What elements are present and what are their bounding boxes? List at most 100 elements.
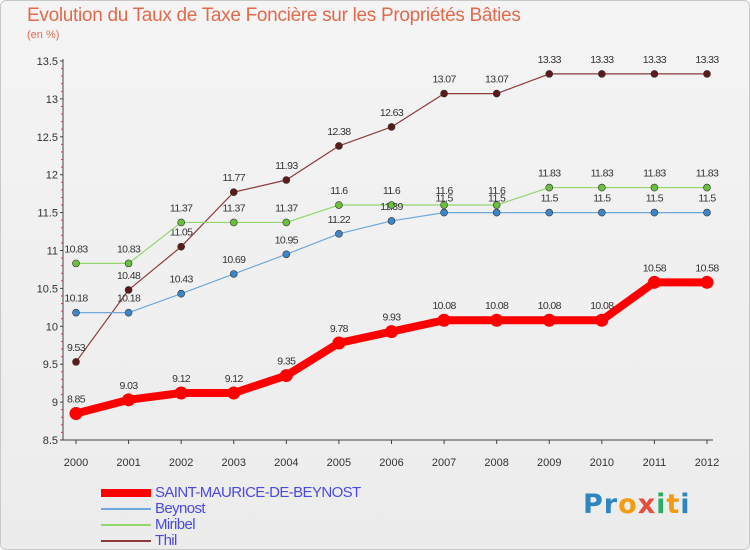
data-point	[545, 183, 554, 192]
x-tick-label: 2001	[116, 457, 140, 469]
data-label: 11.77	[223, 172, 246, 184]
data-label: 11.5	[488, 193, 506, 205]
data-point	[124, 286, 133, 294]
data-point	[703, 208, 711, 217]
data-label: 10.95	[275, 234, 299, 246]
data-point	[124, 259, 133, 268]
data-point	[282, 176, 291, 184]
series-line	[75, 186, 708, 264]
legend-label: Miribel	[155, 516, 196, 533]
data-point	[229, 270, 238, 278]
data-point	[279, 369, 293, 383]
data-label: 10.58	[695, 262, 719, 274]
x-tick-label: 2008	[484, 457, 508, 469]
x-tick-label: 2009	[537, 457, 561, 469]
data-label: 13.33	[695, 54, 719, 66]
data-point	[542, 313, 556, 327]
data-point	[700, 275, 714, 289]
y-tick-label: 13.5	[37, 56, 58, 68]
x-tick-label: 2004	[274, 457, 298, 469]
data-point	[387, 123, 396, 131]
data-point	[122, 393, 136, 407]
x-tick-label: 2011	[643, 457, 667, 469]
data-point	[229, 218, 238, 227]
data-label: 11.83	[591, 168, 614, 180]
x-tick-label: 2012	[695, 457, 719, 469]
x-tick-label: 2005	[327, 457, 351, 469]
data-label: 11.5	[435, 193, 453, 205]
data-label: 13.33	[643, 54, 667, 66]
data-label: 11.6	[435, 185, 453, 197]
y-tick-label: 12.5	[37, 132, 58, 144]
data-label: 10.43	[170, 274, 194, 286]
data-point	[492, 89, 501, 98]
data-point	[490, 313, 504, 327]
x-tick-label: 2007	[432, 457, 456, 469]
data-point	[72, 259, 80, 268]
legend-swatch	[101, 489, 151, 497]
data-label: 11.39	[380, 201, 403, 213]
y-tick-label: 13	[46, 94, 58, 106]
logo-letter: i	[680, 489, 691, 520]
data-label: 11.6	[383, 185, 401, 197]
data-label: 9.12	[172, 373, 191, 385]
data-point	[227, 386, 241, 400]
x-tick-label: 2006	[379, 457, 403, 469]
series-beynost: 10.18 10.18 10.43 10.69 10.95 11.22 11.39 11.5 1…	[64, 193, 717, 317]
data-label: 11.6	[488, 185, 506, 197]
data-point	[72, 358, 80, 366]
data-point	[177, 242, 185, 251]
data-label: 11.5	[593, 193, 611, 205]
y-tick-label: 12	[46, 170, 58, 182]
y-tick-label: 8.5	[43, 435, 58, 447]
legend-swatch	[101, 524, 151, 526]
data-label: 9.03	[120, 380, 139, 392]
data-label: 10.08	[590, 300, 614, 312]
data-label: 10.18	[64, 293, 88, 305]
data-label: 10.83	[64, 243, 88, 255]
data-label: 11.83	[643, 168, 666, 180]
data-label: 11.83	[696, 168, 719, 180]
data-label: 11.5	[698, 193, 716, 205]
data-point	[703, 70, 711, 78]
data-label: 11.37	[223, 202, 246, 214]
data-label: 9.93	[382, 312, 401, 324]
data-label: 10.58	[643, 262, 667, 274]
series-saint-maurice-de-beynost: 8.85 9.03 9.12 9.12 9.35 9.78 9.93 10.08 10.08 10…	[67, 262, 720, 420]
data-point	[440, 201, 448, 209]
logo-letter: i	[656, 489, 667, 520]
y-tick-label: 9	[52, 397, 58, 409]
data-point	[387, 217, 396, 225]
data-point	[492, 201, 501, 209]
data-label: 10.08	[432, 300, 456, 312]
series-thil: 9.53 10.48 11.05 11.77 11.93 12.38 12.63 13.07 1…	[67, 54, 720, 366]
data-point	[124, 308, 133, 317]
data-point	[650, 183, 659, 192]
data-point	[387, 201, 396, 209]
logo-letter: P	[583, 489, 604, 520]
logo-letter: o	[618, 489, 638, 520]
proxiti-logo: Proxiti	[583, 489, 691, 520]
data-label: 12.38	[327, 126, 351, 138]
data-label: 9.53	[67, 342, 86, 354]
x-tick-label: 2010	[590, 457, 614, 469]
legend-label: SAINT-MAURICE-DE-BEYNOST	[155, 484, 361, 501]
data-label: 13.07	[432, 74, 456, 86]
data-label: 11.83	[538, 168, 561, 180]
data-label: 13.33	[590, 54, 614, 66]
data-label: 9.35	[277, 356, 296, 368]
x-tick-label: 2002	[169, 457, 193, 469]
data-label: 10.69	[222, 254, 246, 266]
data-label: 11.22	[328, 214, 351, 226]
data-point	[335, 230, 343, 238]
data-label: 11.05	[170, 227, 193, 239]
data-point	[385, 325, 398, 339]
data-point	[440, 89, 448, 98]
logo-letter: x	[637, 489, 657, 520]
data-point	[229, 188, 238, 196]
legend-swatch	[101, 540, 151, 542]
legend-swatch	[101, 508, 151, 510]
data-point	[332, 336, 346, 350]
